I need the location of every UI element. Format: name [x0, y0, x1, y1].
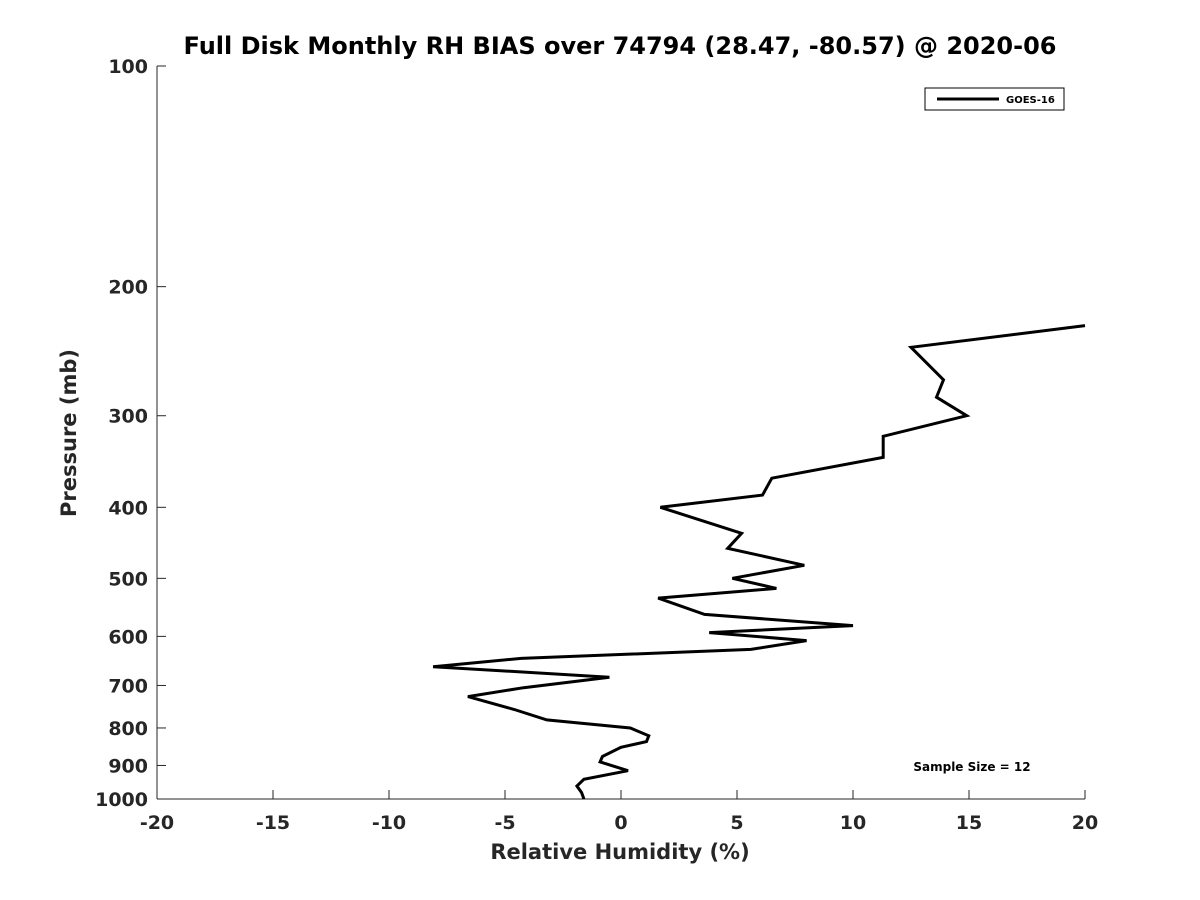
- y-tick-label: 900: [108, 755, 148, 777]
- x-tick-label: -20: [140, 812, 174, 834]
- y-tick-label: 700: [108, 675, 148, 697]
- y-tick-label: 200: [108, 277, 148, 299]
- x-tick-label: 20: [1072, 812, 1098, 834]
- x-tick-label: -10: [372, 812, 406, 834]
- y-tick-label: 400: [108, 497, 148, 519]
- x-tick-label: 10: [840, 812, 866, 834]
- x-tick-label: 15: [956, 812, 982, 834]
- tick-marks: -20 -15 -10 -5 0 5 10 15 20 100 200 300 400 500 600 700…: [95, 56, 1098, 834]
- x-tick-label: -5: [494, 812, 515, 834]
- y-tick-label: 500: [108, 568, 148, 590]
- x-tick-label: -15: [256, 812, 290, 834]
- series-line-goes-16: [432, 324, 1086, 800]
- series-lines: [432, 324, 1086, 800]
- sample-size-annotation: Sample Size = 12: [913, 760, 1030, 774]
- x-axis-label: Relative Humidity (%): [490, 840, 749, 864]
- y-tick-label: 100: [108, 56, 148, 78]
- legend: GOES-16: [924, 87, 1065, 111]
- y-tick-label: 600: [108, 626, 148, 648]
- chart-title: Full Disk Monthly RH BIAS over 74794 (28…: [184, 32, 1057, 60]
- x-tick-label: 5: [730, 812, 743, 834]
- y-tick-label: 1000: [95, 789, 148, 811]
- x-tick-label: 0: [614, 812, 627, 834]
- y-tick-label: 300: [108, 406, 148, 428]
- y-axis-label: Pressure (mb): [57, 349, 81, 517]
- legend-label-goes-16: GOES-16: [1006, 95, 1055, 106]
- y-tick-label: 800: [108, 718, 148, 740]
